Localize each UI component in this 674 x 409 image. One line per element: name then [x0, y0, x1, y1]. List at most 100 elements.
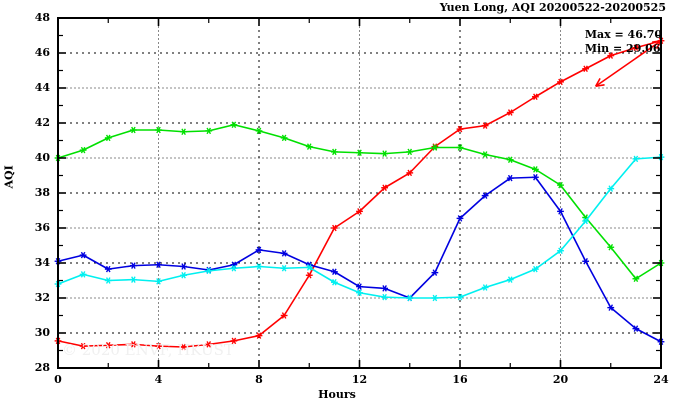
- data-point-marker: [531, 166, 539, 173]
- data-point-marker: [582, 257, 590, 265]
- data-point-marker: [481, 122, 489, 129]
- axis-ticks: [57, 17, 662, 369]
- data-point-marker: [506, 109, 514, 116]
- annotation-arrow-head: [651, 39, 662, 43]
- data-point-marker: [305, 143, 313, 150]
- data-point-marker: [330, 268, 338, 276]
- data-point-marker: [481, 151, 489, 158]
- y-tick-label: 46: [34, 46, 50, 59]
- data-point-marker: [205, 127, 213, 135]
- y-tick-label: 48: [34, 11, 50, 24]
- data-point-marker: [632, 325, 640, 332]
- data-point-marker: [431, 144, 439, 151]
- data-point-marker: [356, 283, 363, 290]
- y-tick-label: 28: [34, 361, 50, 374]
- data-point-marker: [79, 251, 87, 259]
- data-point-marker: [557, 247, 564, 255]
- data-point-marker: [381, 285, 389, 292]
- data-point-marker: [531, 265, 539, 273]
- data-point-marker: [506, 156, 514, 164]
- y-tick-label: 30: [34, 326, 50, 339]
- data-point-marker: [557, 78, 564, 86]
- x-tick-label: 12: [351, 373, 368, 386]
- data-point-marker: [255, 332, 263, 339]
- data-point-marker: [456, 293, 464, 301]
- data-point-marker: [255, 127, 263, 135]
- data-point-marker: [356, 208, 363, 215]
- data-point-marker: [280, 250, 288, 257]
- min-annotation-label: Min = 29.06: [584, 42, 661, 55]
- data-point-marker: [180, 343, 188, 351]
- data-point-marker: [381, 184, 389, 192]
- data-point-marker: [205, 267, 213, 275]
- data-point-marker: [557, 181, 564, 189]
- data-point-marker: [330, 148, 338, 156]
- data-point-marker: [632, 44, 640, 52]
- data-point-marker: [356, 289, 363, 297]
- data-point-marker: [230, 121, 238, 129]
- data-point-marker: [431, 269, 439, 276]
- data-point-marker: [280, 134, 288, 142]
- data-series-green: [54, 121, 665, 283]
- data-point-marker: [481, 192, 489, 199]
- y-axis-label: AQI: [2, 165, 16, 189]
- grid-lines: [58, 18, 661, 368]
- data-point-marker: [607, 243, 615, 251]
- data-point-marker: [305, 264, 313, 271]
- data-point-marker: [607, 185, 615, 192]
- x-tick-label: 20: [552, 373, 569, 386]
- data-point-marker: [381, 150, 389, 157]
- data-point-marker: [582, 65, 590, 73]
- data-series-blue: [54, 173, 665, 346]
- data-point-marker: [104, 341, 112, 349]
- data-point-marker: [531, 173, 539, 181]
- data-point-marker: [155, 126, 162, 134]
- data-point-marker: [104, 277, 112, 284]
- data-point-marker: [305, 271, 313, 279]
- data-point-marker: [406, 169, 414, 177]
- x-tick-label: 8: [255, 373, 263, 386]
- data-point-marker: [230, 264, 238, 272]
- x-tick-label: 0: [54, 373, 62, 386]
- data-point-marker: [129, 126, 137, 134]
- minmax-annotation: Max = 46.70 Min = 29.06: [585, 28, 662, 56]
- y-tick-label: 36: [34, 221, 50, 234]
- y-tick-label: 38: [34, 186, 50, 199]
- data-point-marker: [129, 262, 137, 269]
- data-point-marker: [607, 304, 615, 311]
- annotation-arrow-tail: [595, 84, 605, 88]
- y-tick-label: 32: [34, 291, 50, 304]
- data-point-marker: [255, 263, 263, 270]
- data-point-marker: [255, 246, 263, 254]
- data-point-marker: [456, 144, 464, 151]
- y-tick-label: 34: [34, 256, 50, 269]
- y-tick-label: 40: [34, 151, 50, 164]
- data-point-marker: [280, 312, 288, 319]
- data-point-marker: [481, 284, 489, 291]
- data-point-marker: [632, 275, 640, 283]
- data-point-marker: [79, 271, 87, 278]
- x-axis-label: Hours: [318, 388, 356, 401]
- data-point-marker: [155, 342, 162, 350]
- data-point-marker: [129, 341, 137, 348]
- x-tick-label: 4: [154, 373, 163, 386]
- data-point-marker: [330, 278, 338, 286]
- data-point-marker: [79, 342, 87, 350]
- x-tick-label: 16: [452, 373, 468, 386]
- annotation-arrow-shaft: [595, 40, 662, 87]
- data-point-marker: [456, 125, 464, 133]
- y-tick-label: 44: [34, 81, 50, 94]
- data-point-marker: [330, 224, 338, 232]
- data-point-marker: [104, 265, 112, 273]
- data-series-red: [54, 37, 665, 351]
- data-point-marker: [155, 278, 162, 285]
- data-point-marker: [406, 294, 414, 302]
- data-point-marker: [632, 155, 640, 163]
- data-point-marker: [406, 148, 414, 156]
- data-point-marker: [506, 276, 514, 283]
- data-point-marker: [79, 146, 87, 154]
- data-point-marker: [557, 208, 564, 215]
- data-point-marker: [582, 217, 590, 225]
